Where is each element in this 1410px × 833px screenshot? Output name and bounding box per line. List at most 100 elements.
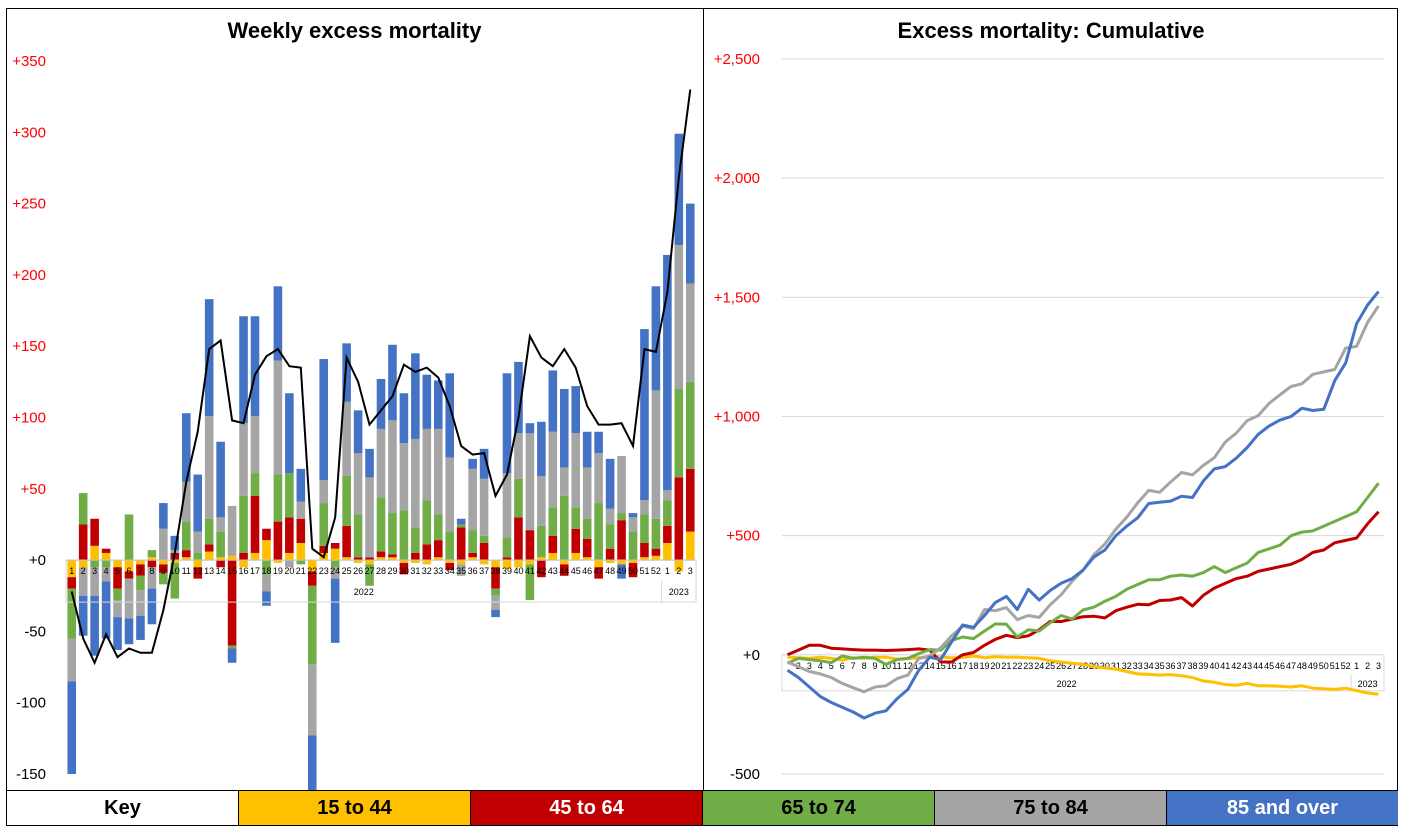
bar-75-to-84-week-49 — [617, 456, 626, 514]
x-tick-label: 14 — [216, 566, 226, 576]
bar-75-to-84-week-26 — [353, 453, 363, 515]
bar-45-to-64-week-25 — [342, 525, 351, 558]
x-tick-label: 33 — [1133, 661, 1143, 671]
x-tick-label: 32 — [422, 566, 432, 576]
x-tick-label: 40 — [513, 566, 523, 576]
x-tick-label: 38 — [491, 566, 501, 576]
bar-75-to-84-week-41 — [525, 433, 535, 531]
bar-65-to-74-week-41 — [525, 564, 535, 601]
bar-15-to-44-week-48 — [605, 560, 615, 563]
bar-85-and-over-week-31 — [411, 353, 420, 439]
bar-65-to-74-week-37 — [479, 535, 489, 543]
bar-65-to-74-week-35 — [456, 524, 466, 528]
bar-15-to-44-week-30 — [399, 560, 409, 563]
bar-85-and-over-week-9 — [159, 503, 168, 529]
cumulative-chart-title: Excess mortality: Cumulative — [897, 18, 1205, 43]
bar-45-to-64-week-33 — [433, 540, 443, 558]
x-tick-label: 3 — [807, 661, 812, 671]
bar-15-to-44-week-22 — [307, 560, 317, 572]
bar-75-to-84-week-40 — [514, 433, 523, 479]
bar-15-to-44-week-36 — [468, 557, 477, 561]
bar-75-to-84-week-30 — [399, 443, 409, 511]
y-tick-label: +250 — [12, 196, 46, 213]
x-tick-label: 46 — [1275, 661, 1285, 671]
bar-15-to-44-week-35 — [456, 560, 466, 565]
bar-75-to-84-week-5 — [113, 600, 122, 618]
bar-65-to-74-week-12 — [193, 552, 203, 561]
bar-85-and-over-week-43 — [548, 370, 558, 432]
bar-65-to-74-week-28 — [376, 497, 386, 552]
x-tick-label: 5 — [829, 661, 834, 671]
x-tick-label: 11 — [182, 566, 191, 576]
x-tick-label: 16 — [947, 661, 957, 671]
bar-45-to-64-week-15 — [227, 560, 237, 646]
bar-15-to-44-week-38 — [491, 560, 500, 568]
bar-85-and-over-week-4 — [101, 581, 111, 639]
bar-85-and-over-week-52 — [651, 286, 661, 391]
bar-45-to-64-week-19 — [273, 521, 283, 561]
bar-45-to-64-week-52 — [651, 548, 661, 556]
line-85-and-over — [786, 290, 1380, 720]
bar-75-to-84-week-21 — [296, 501, 306, 519]
bar-45-to-64-week-4 — [101, 548, 111, 553]
bar-65-to-74-week-3 — [685, 381, 695, 469]
bar-85-and-over-week-45 — [571, 386, 581, 434]
bar-75-to-84-week-39 — [502, 473, 512, 538]
bar-45-to-64-week-2 — [78, 524, 88, 561]
bar-15-to-44-week-20 — [285, 552, 294, 561]
x-tick-label: 24 — [330, 566, 340, 576]
bar-15-to-44-week-47 — [594, 560, 603, 568]
bar-75-to-84-week-52 — [651, 390, 661, 519]
x-tick-label: 8 — [149, 566, 154, 576]
bar-75-to-84-week-43 — [548, 431, 558, 508]
bar-45-to-64-week-12 — [193, 567, 203, 579]
bar-45-to-64-week-31 — [411, 552, 420, 561]
bar-75-to-84-week-9 — [159, 528, 168, 561]
bar-45-to-64-week-6 — [124, 571, 134, 579]
bar-45-to-64-week-38 — [491, 567, 500, 589]
bar-85-and-over-week-18 — [262, 591, 271, 606]
x-tick-label: 22 — [1012, 661, 1022, 671]
bar-15-to-44-week-39 — [502, 560, 512, 569]
bar-15-to-44-week-19 — [273, 560, 283, 563]
bar-65-to-74-week-33 — [433, 514, 443, 541]
y-tick-label: +1,500 — [714, 289, 760, 306]
bar-15-to-44-week-37 — [479, 560, 489, 565]
bar-75-to-84-week-17 — [250, 416, 260, 474]
x-tick-label: 8 — [862, 661, 867, 671]
x-tick-label: 30 — [1100, 661, 1110, 671]
total-excess-line — [70, 89, 692, 666]
bar-45-to-64-week-27 — [365, 557, 374, 561]
bar-75-to-84-week-20 — [285, 560, 294, 568]
line-65-to-74 — [786, 482, 1380, 666]
x-tick-label: 50 — [1319, 661, 1329, 671]
x-tick-label: 11 — [892, 661, 901, 671]
key-item-45-to-64: 45 to 64 — [470, 791, 702, 825]
x-tick-label: 18 — [969, 661, 979, 671]
bar-15-to-44-week-2 — [674, 560, 684, 572]
bar-85-and-over-week-51 — [640, 329, 649, 501]
bar-65-to-74-week-15 — [227, 645, 237, 649]
bar-45-to-64-week-32 — [422, 544, 432, 561]
bar-15-to-44-week-41 — [525, 560, 535, 565]
bar-75-to-84-week-8 — [147, 567, 157, 589]
bar-75-to-84-week-42 — [537, 475, 546, 526]
x-tick-label: 45 — [1264, 661, 1274, 671]
x-tick-label: 21 — [296, 566, 306, 576]
x-tick-label: 44 — [559, 566, 569, 576]
bar-65-to-74-week-18 — [262, 560, 271, 575]
bar-15-to-44-week-34 — [445, 560, 455, 563]
bar-85-and-over-week-6 — [124, 618, 134, 645]
bar-75-to-84-week-2 — [674, 244, 684, 389]
bar-75-to-84-week-46 — [582, 467, 592, 519]
x-tick-label: 25 — [1045, 661, 1055, 671]
bar-15-to-44-week-28 — [376, 557, 386, 561]
bar-45-to-64-week-24 — [330, 542, 340, 549]
x-tick-label: 52 — [1341, 661, 1351, 671]
bar-85-and-over-week-50 — [628, 513, 638, 518]
bar-75-to-84-week-22 — [307, 664, 317, 736]
x-tick-label: 6 — [840, 661, 845, 671]
bar-75-to-84-week-13 — [204, 416, 214, 519]
bar-75-to-84-week-25 — [342, 401, 351, 476]
bar-65-to-74-week-6 — [124, 514, 134, 561]
